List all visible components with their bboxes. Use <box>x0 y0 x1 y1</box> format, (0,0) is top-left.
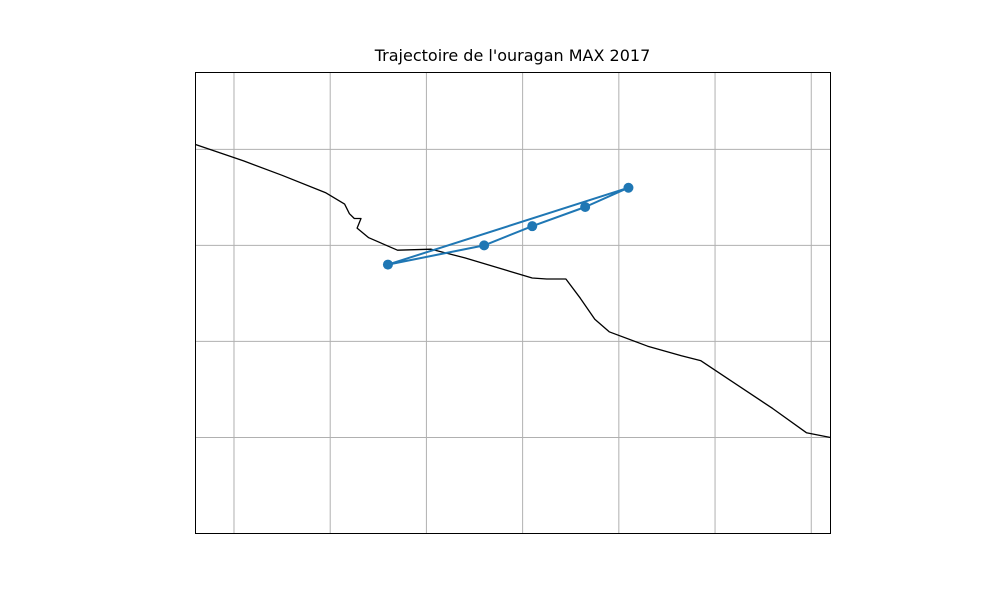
track-point <box>479 240 490 251</box>
coastline-group <box>195 143 831 439</box>
coastline <box>195 143 831 439</box>
chart-title: Trajectoire de l'ouragan MAX 2017 <box>374 46 651 65</box>
track-line <box>386 186 629 266</box>
track-point <box>527 221 538 232</box>
gridlines <box>195 72 831 534</box>
hurricane-track <box>382 182 634 270</box>
track-point <box>623 182 634 193</box>
track-point <box>382 259 393 270</box>
track-point <box>580 201 591 212</box>
axes-frame <box>195 72 831 534</box>
